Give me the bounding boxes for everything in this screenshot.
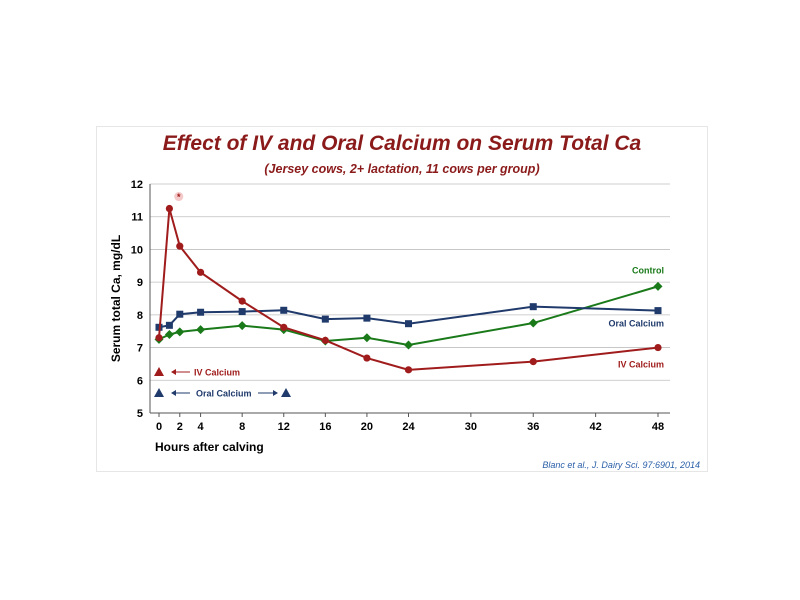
- x-tick-label: 42: [590, 421, 602, 433]
- data-point: [529, 358, 537, 366]
- series-group: [154, 204, 663, 374]
- data-point: [280, 306, 288, 314]
- y-tick-label: 11: [131, 212, 143, 224]
- series-label: Control: [632, 265, 664, 275]
- data-point: [404, 366, 413, 374]
- grid-lines: [150, 183, 670, 381]
- chart-title: Effect of IV and Oral Calcium on Serum T…: [162, 132, 642, 155]
- series-label: IV Calcium: [618, 360, 664, 370]
- citation: Blanc et al., J. Dairy Sci. 97:6901, 201…: [542, 460, 700, 470]
- x-tick-label: 36: [527, 421, 539, 433]
- chart-subtitle: (Jersey cows, 2+ lactation, 11 cows per …: [264, 162, 540, 176]
- direct-labels: Control Oral Calcium IV Calcium: [608, 265, 664, 369]
- y-tick-label: 10: [131, 244, 143, 256]
- x-tick-label: 12: [278, 421, 290, 433]
- data-point: [362, 333, 372, 343]
- x-tick-label: 16: [319, 421, 331, 433]
- series-label: Oral Calcium: [608, 319, 664, 329]
- data-point: [363, 354, 371, 362]
- significance-halo: [174, 192, 184, 202]
- y-tick-label: 8: [137, 310, 143, 322]
- oral-arrowhead-left: [171, 390, 176, 396]
- data-point: [321, 336, 329, 344]
- data-point: [653, 281, 663, 291]
- x-tick-label: 4: [198, 421, 205, 433]
- data-point: [175, 327, 185, 337]
- data-point: [238, 308, 246, 316]
- y-tick-label: 6: [137, 375, 143, 387]
- data-point: [164, 329, 174, 339]
- data-point: [196, 325, 206, 335]
- data-point: [196, 268, 205, 276]
- data-point: [165, 204, 173, 213]
- oral-triangle-start: [154, 388, 164, 397]
- y-tick-label: 5: [137, 408, 143, 420]
- oral-arrowhead-right: [273, 390, 278, 396]
- axes: [149, 184, 670, 417]
- y-tick-label: 7: [137, 343, 143, 355]
- data-point: [654, 343, 662, 352]
- y-tick-label: 9: [137, 277, 143, 289]
- data-point: [529, 303, 537, 311]
- data-point: [176, 242, 184, 250]
- data-point: [280, 323, 288, 331]
- data-point: [238, 297, 246, 305]
- oral-annotation-label: Oral Calcium: [196, 389, 252, 399]
- x-tick-label: 48: [652, 421, 664, 433]
- x-tick-label: 24: [402, 421, 415, 433]
- data-point: [654, 307, 662, 315]
- x-tick-label: 8: [239, 421, 245, 433]
- x-tick-label: 20: [361, 421, 373, 433]
- iv-triangle: [154, 367, 164, 376]
- x-tick-label: 0: [156, 421, 162, 433]
- data-point: [237, 321, 247, 331]
- data-point: [528, 318, 538, 328]
- data-point: [155, 334, 163, 342]
- data-point: [405, 320, 412, 328]
- oral-triangle-end: [281, 388, 291, 397]
- x-tick-label: 2: [177, 421, 183, 433]
- y-axis-label: Serum total Ca, mg/dL: [109, 235, 123, 362]
- iv-annotation-label: IV Calcium: [194, 368, 240, 378]
- x-axis-label: Hours after calving: [155, 440, 264, 454]
- data-point: [321, 315, 329, 323]
- data-point: [197, 308, 205, 316]
- x-tick-label: 30: [465, 421, 477, 433]
- data-point: [165, 321, 173, 329]
- iv-arrowhead: [171, 369, 176, 375]
- data-point: [404, 340, 413, 350]
- y-tick-label: 12: [131, 179, 143, 191]
- data-point: [176, 310, 184, 318]
- slide-frame: [96, 126, 708, 472]
- annotations: * IV Calcium Oral Calcium: [154, 192, 291, 399]
- data-point: [363, 314, 371, 322]
- significance-marker: *: [177, 192, 181, 202]
